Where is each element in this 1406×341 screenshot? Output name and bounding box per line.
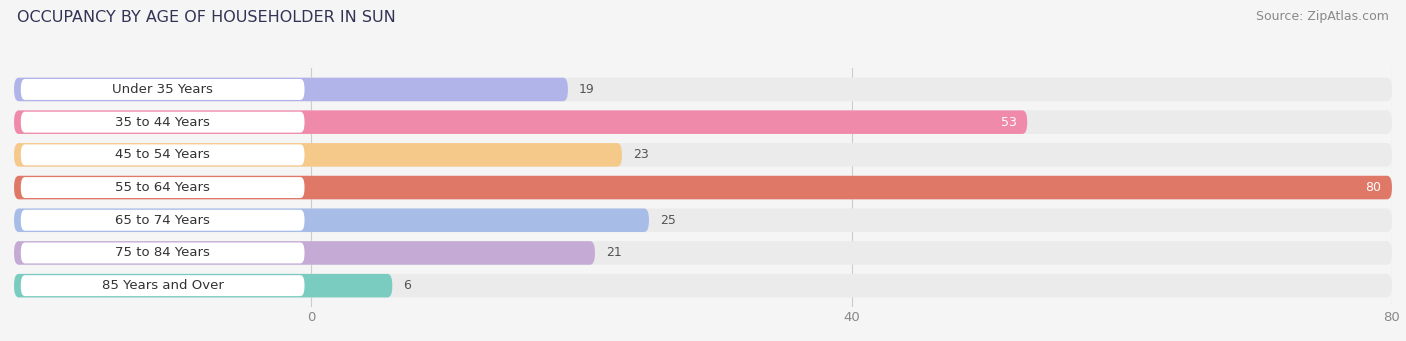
FancyBboxPatch shape: [14, 274, 392, 297]
Text: 35 to 44 Years: 35 to 44 Years: [115, 116, 209, 129]
FancyBboxPatch shape: [14, 143, 621, 167]
FancyBboxPatch shape: [21, 144, 305, 165]
FancyBboxPatch shape: [21, 210, 305, 231]
FancyBboxPatch shape: [14, 78, 568, 101]
Text: 75 to 84 Years: 75 to 84 Years: [115, 247, 209, 260]
FancyBboxPatch shape: [14, 176, 1392, 199]
FancyBboxPatch shape: [14, 241, 595, 265]
Text: 6: 6: [404, 279, 411, 292]
FancyBboxPatch shape: [14, 110, 1028, 134]
Text: 80: 80: [1365, 181, 1381, 194]
Text: 25: 25: [659, 214, 676, 227]
Text: Source: ZipAtlas.com: Source: ZipAtlas.com: [1256, 10, 1389, 23]
Text: 65 to 74 Years: 65 to 74 Years: [115, 214, 209, 227]
FancyBboxPatch shape: [21, 112, 305, 133]
FancyBboxPatch shape: [14, 208, 650, 232]
FancyBboxPatch shape: [14, 241, 1392, 265]
Text: 85 Years and Over: 85 Years and Over: [101, 279, 224, 292]
FancyBboxPatch shape: [14, 78, 1392, 101]
FancyBboxPatch shape: [21, 79, 305, 100]
Text: 53: 53: [1001, 116, 1017, 129]
FancyBboxPatch shape: [14, 110, 1392, 134]
Text: 21: 21: [606, 247, 621, 260]
Text: OCCUPANCY BY AGE OF HOUSEHOLDER IN SUN: OCCUPANCY BY AGE OF HOUSEHOLDER IN SUN: [17, 10, 395, 25]
Text: 55 to 64 Years: 55 to 64 Years: [115, 181, 209, 194]
FancyBboxPatch shape: [14, 208, 1392, 232]
FancyBboxPatch shape: [21, 275, 305, 296]
FancyBboxPatch shape: [14, 176, 1392, 199]
Text: 23: 23: [633, 148, 648, 161]
FancyBboxPatch shape: [14, 143, 1392, 167]
Text: Under 35 Years: Under 35 Years: [112, 83, 214, 96]
Text: 19: 19: [579, 83, 595, 96]
FancyBboxPatch shape: [21, 177, 305, 198]
Text: 45 to 54 Years: 45 to 54 Years: [115, 148, 209, 161]
FancyBboxPatch shape: [14, 274, 1392, 297]
FancyBboxPatch shape: [21, 242, 305, 263]
